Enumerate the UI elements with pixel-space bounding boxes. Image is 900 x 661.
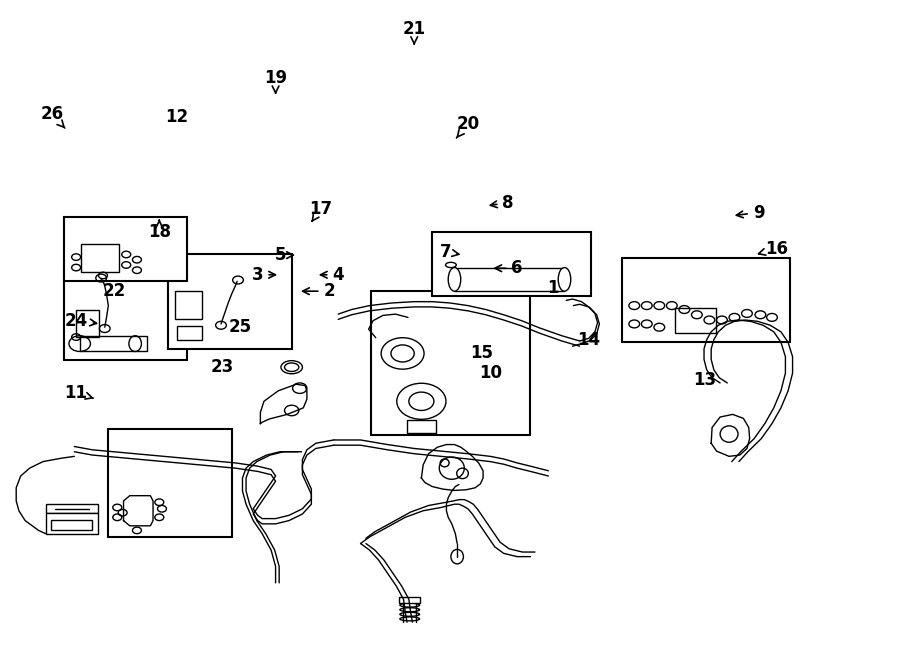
Text: 25: 25: [229, 318, 251, 336]
Bar: [82, 244, 119, 272]
Text: 1: 1: [547, 279, 559, 297]
Bar: [176, 292, 202, 319]
Polygon shape: [260, 384, 307, 424]
Text: 11: 11: [65, 384, 94, 402]
Text: 13: 13: [693, 371, 716, 389]
Bar: [80, 336, 147, 352]
Bar: [64, 263, 187, 360]
Bar: [407, 420, 436, 433]
Text: 16: 16: [759, 239, 788, 258]
Text: 17: 17: [309, 200, 332, 221]
Text: 8: 8: [491, 194, 514, 212]
Bar: [76, 309, 99, 337]
Bar: [454, 268, 564, 292]
Text: 14: 14: [577, 331, 600, 349]
Polygon shape: [711, 414, 750, 456]
Bar: [372, 292, 530, 436]
Text: 22: 22: [103, 282, 126, 300]
Text: 6: 6: [495, 259, 523, 277]
Text: 24: 24: [65, 312, 96, 330]
Text: 7: 7: [440, 243, 459, 261]
Polygon shape: [421, 445, 483, 490]
Text: 9: 9: [736, 204, 764, 221]
Text: 4: 4: [320, 266, 344, 284]
Bar: [675, 308, 716, 333]
Text: 12: 12: [166, 108, 189, 126]
Bar: [46, 504, 97, 513]
Text: 18: 18: [148, 220, 171, 241]
Text: 19: 19: [264, 69, 287, 93]
Bar: [622, 258, 790, 342]
Bar: [46, 513, 97, 533]
Text: 15: 15: [470, 344, 493, 362]
Text: 26: 26: [40, 105, 65, 128]
Text: 21: 21: [402, 20, 426, 44]
Text: 5: 5: [274, 246, 293, 264]
Polygon shape: [123, 496, 153, 525]
Ellipse shape: [558, 268, 571, 292]
Bar: [168, 254, 292, 349]
Text: 23: 23: [211, 358, 233, 375]
Bar: [177, 326, 202, 340]
Text: 2: 2: [302, 282, 335, 300]
Ellipse shape: [451, 549, 464, 564]
Bar: [64, 217, 187, 282]
Text: 10: 10: [479, 364, 502, 382]
Bar: [399, 598, 420, 603]
Text: 20: 20: [456, 115, 480, 138]
Bar: [108, 429, 232, 537]
Bar: [432, 232, 591, 296]
Text: 3: 3: [252, 266, 275, 284]
Ellipse shape: [281, 361, 302, 373]
Bar: [51, 520, 92, 530]
Ellipse shape: [448, 268, 461, 292]
